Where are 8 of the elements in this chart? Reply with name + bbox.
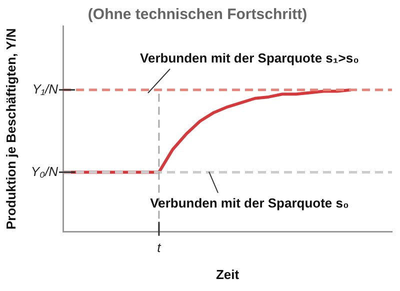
y-axis-title: Produktion je Beschäftigten, Y/N [3,28,18,230]
ref-line-label: Y₁/N [32,81,59,96]
text: Verbunden mit der Sparquote s₁>s₀ [140,50,360,66]
ref-line-label: Y₀/N [30,164,59,179]
chart-title: (Ohne technischen Fortschritt) [88,6,308,24]
x-axis-title: Zeit [216,266,240,282]
annotation: Verbunden mit der Sparquote s₀ [150,195,349,210]
text: t [157,240,162,255]
